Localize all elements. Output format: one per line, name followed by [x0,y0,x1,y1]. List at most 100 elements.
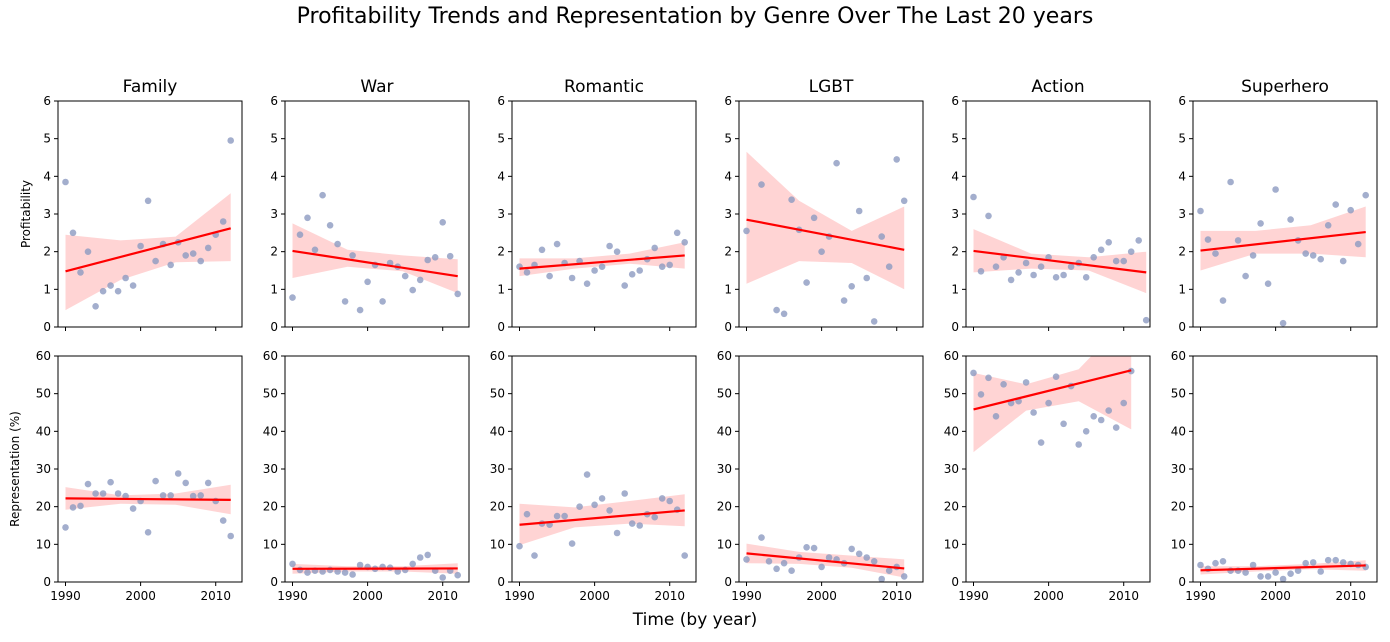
y-tick-label: 10 [36,537,51,551]
data-point [977,391,985,398]
data-point [1227,178,1234,186]
data-point [1090,413,1097,420]
y-tick-label: 30 [490,462,505,476]
y-tick-label: 50 [944,387,959,401]
panel-superhero-profitability: 0 1 2 3 4 5 6 Superhero [1178,77,1378,334]
data-point [304,569,311,576]
data-point [773,565,780,573]
data-point [439,574,447,581]
data-point [1060,420,1067,428]
data-point [606,242,613,250]
data-point [1082,274,1090,281]
data-point [840,297,848,304]
plot-area-family-representation [62,470,234,540]
data-point [144,529,152,536]
data-point [985,374,992,382]
y-tick-label: 4 [951,169,959,183]
y-tick-label: 0 [270,320,278,334]
data-point [1294,567,1302,574]
data-point [341,298,349,305]
data-point [1082,428,1090,435]
data-point [863,274,870,282]
panel-family-representation: 0 10 20 30 40 50 60 1990 2000 2010 [36,349,243,603]
y-tick-label: 0 [43,320,51,334]
y-tick-label: 3 [951,207,959,221]
data-point [666,261,673,269]
data-point [1030,409,1037,416]
data-point [1234,237,1242,244]
data-point [1257,573,1264,580]
y-tick-label: 6 [497,94,505,108]
y-tick-label: 30 [1171,462,1186,476]
data-point [1212,559,1219,567]
data-point [743,556,750,563]
y-tick-label: 40 [490,424,505,438]
y-tick-label: 1 [1178,282,1186,296]
data-point [1302,559,1309,567]
y-tick-label: 40 [36,424,51,438]
data-point [122,274,129,282]
data-point [114,287,122,295]
data-point [651,244,658,252]
data-point [970,369,977,377]
confidence-band [519,242,685,277]
data-point [788,567,795,574]
y-tick-label: 20 [36,500,51,514]
regression-line [1200,564,1366,572]
data-point [681,239,688,246]
x-tick-label: 2010 [427,589,458,603]
data-point [1204,236,1212,243]
data-point [885,263,893,271]
data-point [568,540,576,547]
data-point [825,554,833,561]
data-point [1052,274,1060,281]
data-point [167,261,174,269]
data-point [1287,570,1294,577]
data-point [92,490,99,497]
data-point [893,156,900,163]
data-point [92,303,99,310]
axes-frame [511,355,697,583]
data-point [1279,575,1287,582]
data-point [1249,561,1257,569]
panel-romantic-profitability: 0 1 2 3 4 5 6 Romantic [497,77,697,334]
data-point [1279,319,1287,327]
data-point [765,558,773,565]
axes-frame [1192,355,1378,583]
data-point [439,219,447,226]
confidence-band [519,494,685,546]
y-tick-label: 3 [497,207,505,221]
y-tick-label: 20 [1171,500,1186,514]
x-tick-label: 2010 [881,589,912,603]
panel-romantic-representation: 0 10 20 30 40 50 60 1990 2000 2010 [490,349,697,603]
y-tick-label: 30 [36,462,51,476]
data-point [848,545,855,553]
data-point [1105,239,1112,246]
y-tick-label: 60 [1171,349,1186,363]
data-point [99,287,107,295]
data-point [531,552,538,559]
confidence-band [1200,206,1366,271]
panel-title-action: Action [1031,77,1084,97]
data-point [1309,252,1317,259]
data-point [1112,424,1120,431]
y-tick-label: 1 [951,282,959,296]
data-point [152,257,159,265]
data-point [107,282,114,289]
data-point [591,501,598,509]
data-point [1015,269,1022,276]
y-tick-label: 1 [43,282,51,296]
data-point [621,490,628,497]
y-tick-label: 0 [951,575,959,589]
y-tick-label: 40 [1171,424,1186,438]
plot-area-lgbt-representation [743,534,908,582]
regression-line [973,369,1132,411]
y-tick-label: 2 [270,245,278,259]
data-point [810,214,818,222]
data-point [114,490,122,497]
x-tick-label: 1990 [958,589,989,603]
x-tick-label: 2010 [1335,589,1366,603]
data-point [167,492,174,499]
confidence-band [65,193,231,311]
